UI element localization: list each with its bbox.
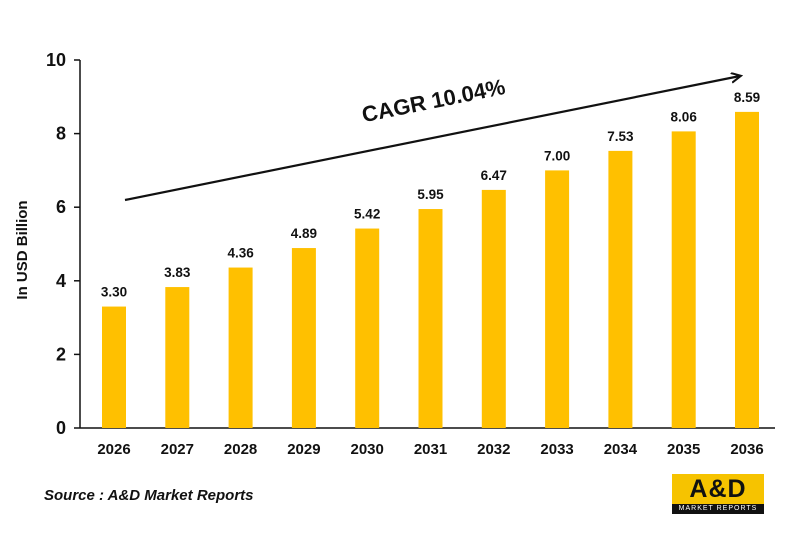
x-tick-label: 2034 — [604, 441, 638, 458]
cagr-annotation: CAGR 10.04% — [360, 74, 508, 127]
trend-arrow — [124, 76, 740, 202]
data-label: 7.53 — [607, 129, 634, 144]
bar-2030 — [355, 228, 380, 428]
data-label: 8.59 — [734, 90, 760, 105]
data-label: 6.47 — [481, 168, 507, 183]
data-label: 3.83 — [164, 265, 191, 280]
bar-2036 — [735, 111, 759, 428]
bar-2028 — [228, 267, 253, 428]
data-label: 4.89 — [291, 226, 317, 241]
data-labels: 3.30 3.83 4.36 4.89 5.42 5.95 6.47 7.00 7.53 8.06… — [101, 90, 760, 300]
data-label: 8.06 — [671, 109, 698, 124]
bar-2032 — [481, 189, 506, 428]
x-tick-label: 2029 — [287, 441, 320, 458]
x-tick-label: 2035 — [667, 441, 700, 458]
y-tick-label: 10 — [46, 50, 66, 70]
bar-2029 — [291, 248, 316, 428]
bar-2027 — [165, 287, 190, 428]
bar-2026 — [102, 306, 126, 428]
x-tick-label: 2036 — [730, 441, 763, 458]
x-axis-ticks: 2026 2027 2028 2029 2030 2031 2032 2033 2034 2035… — [97, 441, 763, 458]
data-label: 5.95 — [417, 187, 444, 202]
y-tick-label: 0 — [56, 418, 66, 438]
bar-2034 — [608, 150, 633, 428]
x-tick-label: 2030 — [351, 441, 384, 458]
x-tick-label: 2028 — [224, 441, 257, 458]
y-axis-label: In USD Billion — [14, 200, 31, 299]
y-tick-label: 2 — [56, 344, 66, 364]
x-tick-label: 2026 — [97, 441, 130, 458]
data-label: 3.30 — [101, 285, 127, 300]
x-tick-label: 2027 — [161, 441, 194, 458]
data-label: 7.00 — [544, 148, 570, 163]
x-tick-label: 2031 — [414, 441, 447, 458]
bar-2033 — [545, 170, 570, 428]
logo-subtext: MARKET REPORTS — [672, 504, 764, 514]
bar-series — [102, 111, 759, 428]
brand-logo: A&D MARKET REPORTS — [672, 474, 764, 516]
y-axis-ticks: 0 2 4 6 8 10 — [46, 50, 80, 438]
y-tick-label: 8 — [56, 124, 66, 144]
x-tick-label: 2032 — [477, 441, 510, 458]
y-tick-label: 4 — [56, 271, 66, 291]
data-label: 4.36 — [227, 246, 254, 261]
bar-2031 — [418, 209, 443, 428]
x-tick-label: 2033 — [540, 441, 573, 458]
logo-text: A&D — [672, 474, 764, 504]
bar-2035 — [671, 131, 696, 428]
y-tick-label: 6 — [56, 197, 66, 217]
data-label: 5.42 — [354, 207, 380, 222]
source-note: Source : A&D Market Reports — [44, 487, 254, 504]
